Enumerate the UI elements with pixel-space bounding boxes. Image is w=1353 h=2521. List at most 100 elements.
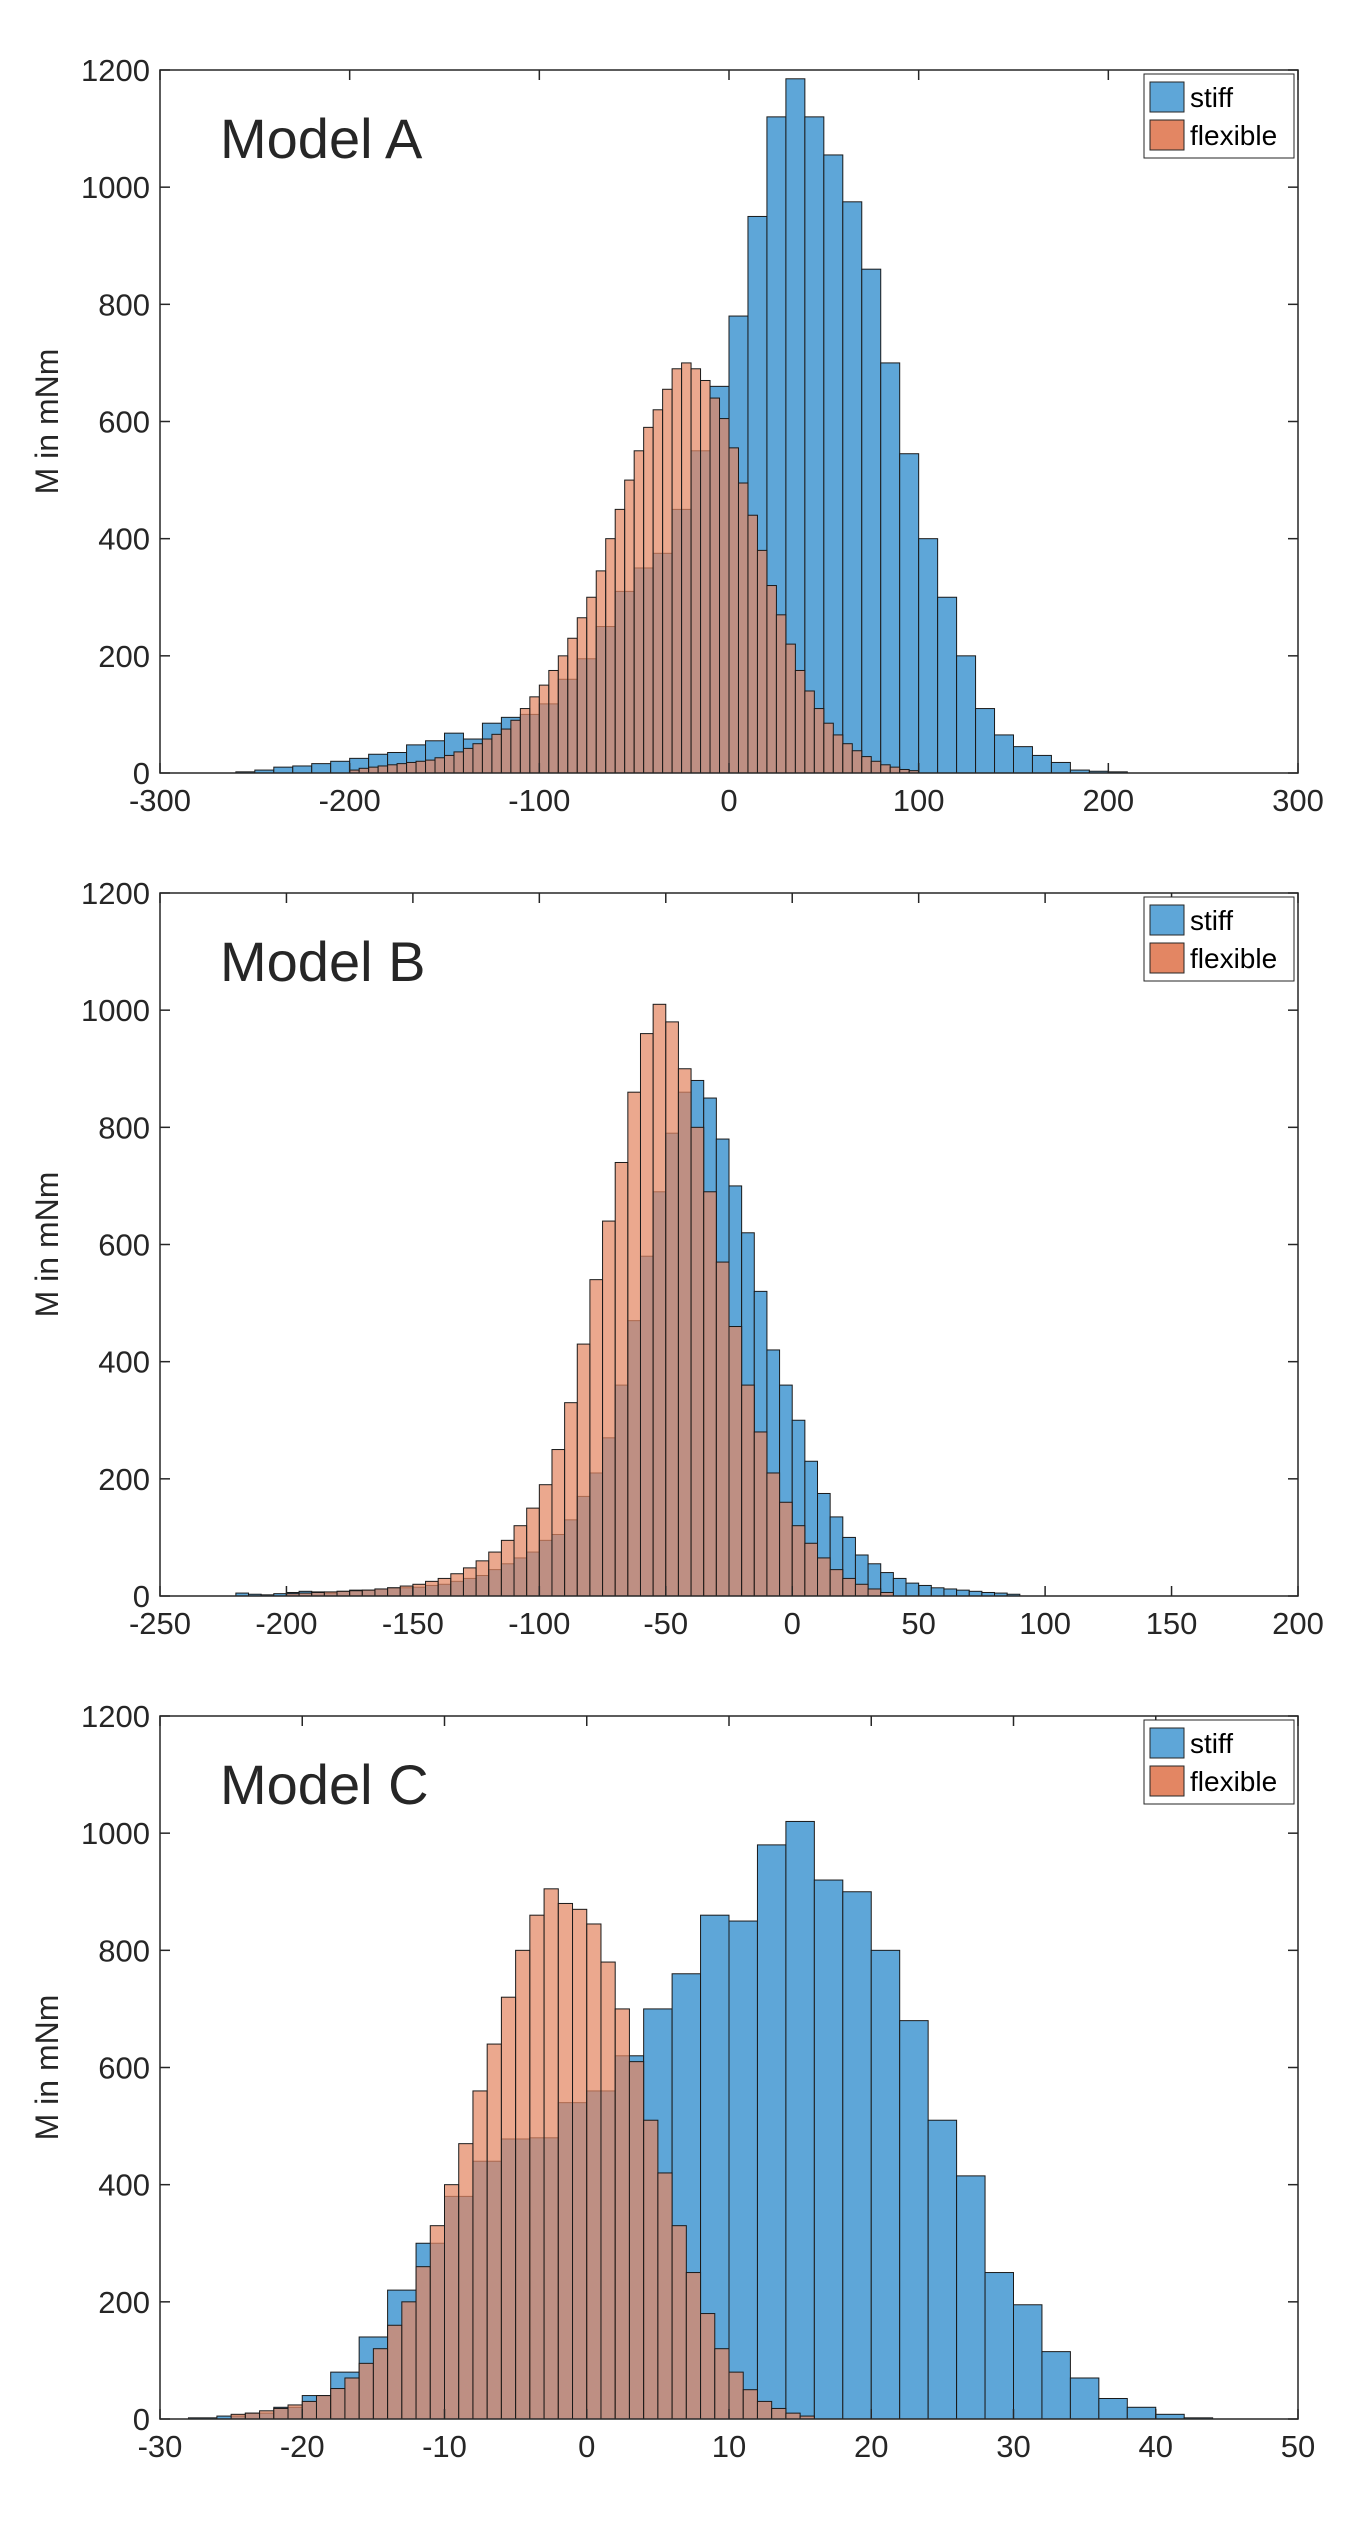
x-tick-label: 0 — [720, 783, 737, 818]
flexible-bar — [775, 614, 787, 774]
flexible-bar — [756, 2400, 773, 2420]
flexible-bar — [703, 1191, 717, 1597]
flexible-bar — [368, 766, 379, 774]
flexible-bar — [665, 1021, 679, 1597]
flexible-bar — [791, 1525, 806, 1597]
stiff-bar — [756, 1844, 787, 2420]
flexible-bar — [450, 1573, 464, 1597]
y-tick-label: 1200 — [81, 1699, 150, 1734]
stiff-bar — [311, 763, 332, 774]
stiff-bar — [1041, 2351, 1071, 2420]
flexible-bar — [557, 1902, 574, 2420]
stiff-bar — [823, 154, 844, 774]
flexible-bar — [458, 2143, 474, 2420]
flexible-bar — [434, 757, 445, 774]
flexible-bar — [633, 450, 645, 774]
x-tick-label: -30 — [138, 2429, 183, 2464]
flexible-legend-swatch — [1149, 942, 1185, 974]
stiff-bar — [918, 538, 939, 774]
flexible-bar — [374, 1588, 389, 1597]
stiff-bar — [880, 362, 901, 774]
flexible-bar — [372, 2348, 389, 2420]
flexible-bar — [513, 1525, 528, 1597]
stiff-bar — [905, 1582, 920, 1597]
y-tick-label: 800 — [98, 1933, 150, 1968]
flexible-bar — [488, 1551, 502, 1597]
y-tick-label: 400 — [98, 1345, 150, 1380]
x-tick-label: 150 — [1146, 1606, 1198, 1641]
stiff-bar — [984, 2272, 1014, 2420]
flexible-legend-swatch — [1149, 1765, 1185, 1797]
y-tick-label: 1000 — [81, 170, 150, 205]
y-tick-label: 0 — [133, 756, 150, 791]
stiff-bar — [813, 1879, 844, 2420]
x-tick-label: 10 — [712, 2429, 746, 2464]
flexible-bar — [500, 1539, 515, 1597]
legend: stiff flexible — [1143, 1719, 1295, 1805]
flexible-bar — [567, 637, 578, 774]
flexible-bar — [526, 1507, 540, 1597]
flexible-bar — [867, 1588, 882, 1597]
flexible-bar — [349, 1590, 363, 1597]
flexible-legend-label: flexible — [1190, 943, 1277, 974]
flexible-bar — [551, 1449, 566, 1597]
stiff-bar — [956, 2175, 986, 2420]
flexible-bar — [851, 750, 863, 774]
flexible-bar — [614, 2008, 630, 2420]
stiff-bar — [273, 766, 294, 774]
flexible-bar — [387, 2324, 403, 2420]
flexible-bar — [399, 1585, 414, 1597]
flexible-bar — [462, 747, 474, 774]
x-tick-label: -150 — [382, 1606, 444, 1641]
flexible-bar — [671, 368, 683, 774]
flexible-bar — [690, 368, 702, 774]
y-axis-label: M in mNm — [29, 1172, 65, 1318]
flexible-bar — [842, 743, 853, 774]
x-tick-label: 30 — [996, 2429, 1030, 2464]
flexible-bar — [429, 2225, 445, 2420]
flexible-bar — [344, 2377, 360, 2420]
flexible-bar — [715, 1261, 730, 1597]
flexible-bar — [361, 1589, 376, 1597]
x-tick-label: 40 — [1139, 2429, 1173, 2464]
flexible-bar — [728, 1326, 743, 1597]
flexible-bar — [832, 734, 844, 774]
flexible-bar — [589, 1279, 604, 1597]
flexible-bar — [804, 690, 815, 774]
flexible-bar — [586, 596, 597, 774]
stiff-bar — [975, 708, 996, 774]
x-tick-label: 50 — [1281, 2429, 1315, 2464]
flexible-bar — [486, 2043, 502, 2420]
stiff-bar — [804, 116, 825, 774]
panel-title: Model C — [220, 1753, 429, 1816]
flexible-bar — [515, 1949, 531, 2420]
y-tick-label: 600 — [98, 2051, 150, 2086]
flexible-bar — [602, 1220, 616, 1597]
stiff-bar — [842, 1891, 872, 2420]
flexible-bar — [756, 549, 768, 774]
flexible-bar — [690, 1126, 705, 1597]
stiff-legend-swatch — [1149, 1727, 1185, 1759]
flexible-bar — [301, 2400, 317, 2420]
flexible-bar — [880, 764, 891, 774]
y-axis-label: M in mNm — [29, 1995, 65, 2141]
flexible-bar — [538, 1484, 553, 1597]
flexible-bar — [500, 728, 512, 774]
y-tick-label: 1000 — [81, 1816, 150, 1851]
flexible-bar — [425, 759, 436, 774]
flexible-bar — [576, 617, 588, 774]
flexible-bar — [387, 1587, 401, 1597]
x-tick-label: 20 — [854, 2429, 888, 2464]
flexible-bar — [462, 1567, 477, 1597]
flexible-bar — [643, 2119, 659, 2420]
stiff-legend-label: stiff — [1190, 1728, 1233, 1759]
flexible-bar — [747, 514, 758, 774]
y-tick-label: 1200 — [81, 53, 150, 88]
flexible-bar — [639, 1033, 654, 1597]
flexible-bar — [627, 1091, 641, 1597]
legend: stiff flexible — [1143, 896, 1295, 982]
flexible-bar — [605, 538, 616, 774]
x-tick-label: 200 — [1272, 1606, 1324, 1641]
flexible-bar — [538, 684, 550, 774]
